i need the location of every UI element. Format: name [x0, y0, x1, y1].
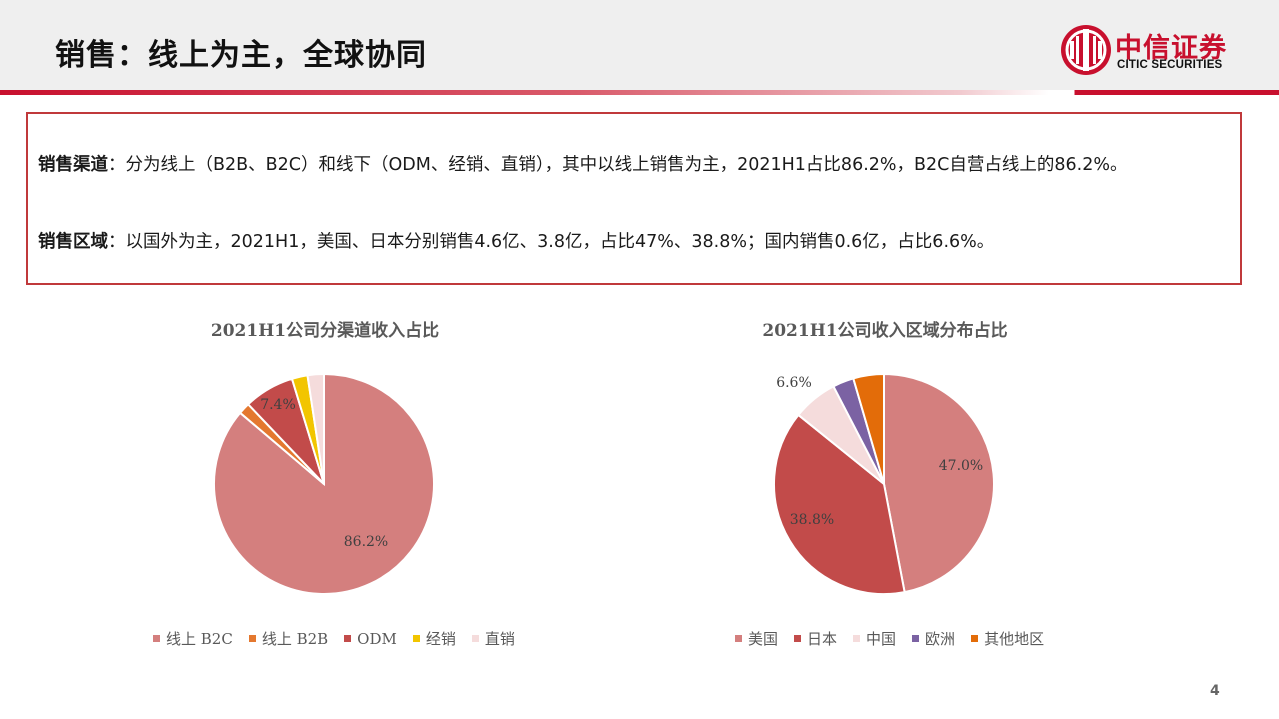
citic-emblem-icon: [1061, 25, 1111, 75]
channel-legend-swatch: [412, 635, 420, 642]
region-legend-item: 其他地区: [971, 628, 1044, 649]
channel-legend-swatch: [344, 635, 352, 642]
region-legend-item: 美国: [735, 628, 778, 649]
sales-region-text: ：以国外为主，2021H1，美国、日本分别销售4.6亿、3.8亿，占比47%、3…: [108, 232, 995, 252]
channel-legend-item: ODM: [344, 628, 397, 649]
channel-chart-legend: 线上 B2C 线上 B2B ODM 经销 直销: [153, 628, 515, 649]
channel-data-label-2: 7.4%: [260, 397, 296, 413]
region-slice-1: [773, 413, 906, 595]
channel-legend-label: 直销: [484, 630, 515, 648]
sales-channel-label: 销售渠道: [38, 155, 108, 175]
region-legend-item: 欧洲: [912, 628, 955, 649]
channel-legend-label: ODM: [357, 629, 397, 648]
region-pie-chart: 47.0% 38.8% 6.6%: [773, 372, 995, 595]
region-legend-label: 中国: [866, 630, 897, 648]
region-legend-label: 欧洲: [925, 630, 956, 648]
page-number: 4: [1210, 683, 1220, 699]
sales-channel-text: ：分为线上（B2B、B2C）和线下（ODM、经销、直销），其中以线上销售为主，2…: [108, 155, 1128, 175]
channel-legend-item: 直销: [471, 628, 515, 649]
channel-legend-swatch: [248, 635, 256, 642]
region-legend-swatch: [853, 635, 861, 642]
region-slice-0: [883, 372, 995, 594]
channel-legend-label: 线上 B2C: [166, 630, 233, 648]
region-chart-title: 2021H1公司收入区域分布占比: [762, 321, 1008, 341]
channel-pie-chart: 86.2% 7.4%: [213, 372, 435, 595]
region-legend-label: 日本: [807, 630, 838, 648]
citic-logo: 中信证券 CITIC SECURITIES: [1060, 24, 1260, 78]
channel-legend-item: 线上 B2C: [153, 628, 233, 649]
region-legend-item: 日本: [794, 628, 837, 649]
page-title: 销售：线上为主，全球协同: [55, 38, 427, 73]
region-legend-item: 中国: [853, 628, 896, 649]
region-legend-swatch: [912, 635, 920, 642]
region-data-label-2: 6.6%: [776, 375, 812, 391]
sales-channel-paragraph: 销售渠道：分为线上（B2B、B2C）和线下（ODM、经销、直销），其中以线上销售…: [38, 151, 1230, 179]
region-legend-swatch: [794, 635, 802, 642]
region-chart-legend: 美国 日本 中国 欧洲 其他地区: [735, 628, 1044, 649]
sales-region-label: 销售区域: [38, 232, 108, 252]
region-legend-label: 其他地区: [984, 630, 1045, 648]
channel-chart-title: 2021H1公司分渠道收入占比: [210, 321, 440, 341]
logo-english-text: CITIC SECURITIES: [1117, 59, 1223, 71]
channel-legend-item: 线上 B2B: [248, 628, 329, 649]
logo-chinese-text: 中信证券: [1115, 33, 1227, 64]
region-legend-swatch: [735, 635, 742, 642]
channel-slice-4: [306, 372, 325, 485]
channel-legend-item: 经销: [412, 628, 456, 649]
sales-region-paragraph: 销售区域：以国外为主，2021H1，美国、日本分别销售4.6亿、3.8亿，占比4…: [38, 228, 1230, 256]
header-divider: [0, 90, 1279, 95]
channel-legend-label: 经销: [425, 630, 456, 648]
region-legend-label: 美国: [748, 630, 779, 648]
region-data-label-1: 38.8%: [790, 512, 834, 528]
channel-legend-swatch: [471, 635, 479, 642]
channel-legend-label: 线上 B2B: [261, 630, 329, 648]
region-slice-4: [852, 372, 885, 485]
region-legend-swatch: [971, 635, 979, 642]
region-data-label-0: 47.0%: [939, 458, 983, 474]
channel-legend-swatch: [153, 635, 160, 642]
channel-data-label-0: 86.2%: [344, 534, 388, 550]
summary-box: 销售渠道：分为线上（B2B、B2C）和线下（ODM、经销、直销），其中以线上销售…: [26, 112, 1242, 285]
